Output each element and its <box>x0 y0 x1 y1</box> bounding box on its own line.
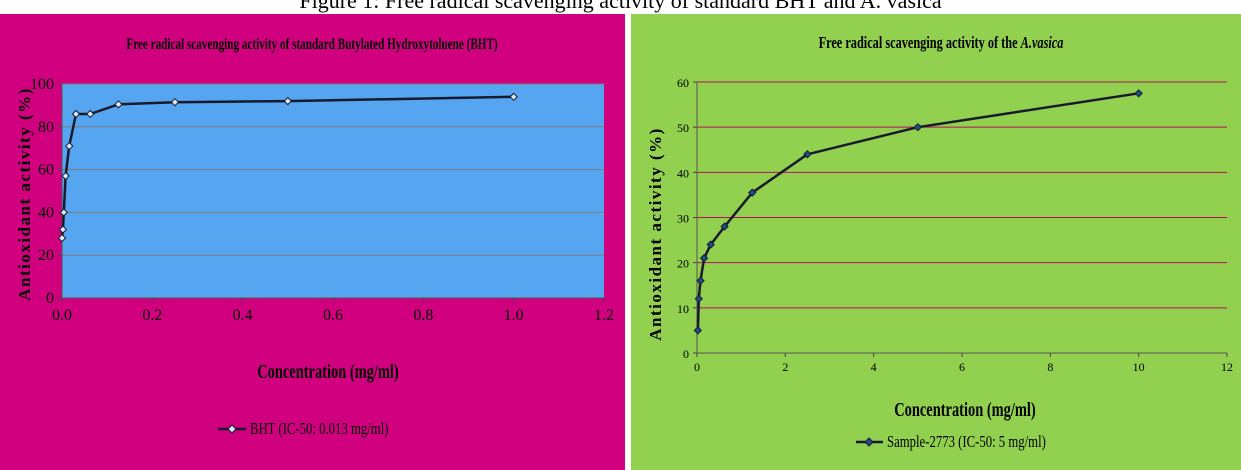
y-tick-label: 40 <box>38 204 54 221</box>
chart-title: Free radical scavenging activity of stan… <box>126 36 498 53</box>
x-tick-label: 0.8 <box>413 307 433 324</box>
legend-label: BHT (IC-50: 0.013 mg/ml) <box>250 419 389 438</box>
x-axis-label: Concentration (mg/ml) <box>257 360 399 383</box>
data-point-marker <box>170 97 180 107</box>
x-tick-label: 4 <box>871 360 877 374</box>
x-tick-label: 0.4 <box>233 307 253 324</box>
data-point-marker <box>696 276 705 285</box>
y-tick-label: 60 <box>38 162 54 179</box>
y-tick-label: 100 <box>30 76 54 93</box>
y-tick-label: 60 <box>677 76 689 90</box>
x-tick-label: 0 <box>694 360 700 374</box>
legend-marker-swatch <box>227 424 237 434</box>
x-axis-label: Concentration (mg/ml) <box>894 398 1036 421</box>
figure-caption-text: Figure 1: Free radical scavenging activi… <box>299 0 942 13</box>
chart-title-species: A.vasica <box>1020 34 1064 52</box>
data-point-marker <box>114 100 123 109</box>
legend: Sample-2773 (IC-50: 5 mg/ml) <box>856 432 1046 452</box>
x-tick-label: 0.0 <box>52 307 72 324</box>
data-point-marker <box>748 188 757 197</box>
legend: BHT (IC-50: 0.013 mg/ml) <box>218 419 389 439</box>
series-line <box>696 92 1139 331</box>
legend-marker-swatch <box>864 437 874 447</box>
chart-title: Free radical scavenging activity of the … <box>819 34 1064 52</box>
data-point-marker <box>59 208 69 217</box>
y-axis-label: Antioxidant activity (%) <box>15 87 34 301</box>
figure-caption: Figure 1: Free radical scavenging activi… <box>0 0 1241 14</box>
y-axis-label: Antioxidant activity (%) <box>646 127 665 341</box>
data-point-marker <box>693 326 703 335</box>
data-point-marker <box>720 222 729 231</box>
data-point-marker <box>65 141 74 151</box>
data-point-marker <box>1134 89 1143 98</box>
x-tick-label: 10 <box>1133 360 1145 374</box>
data-point-marker <box>913 122 923 132</box>
bht-chart: Free radical scavenging activity of stan… <box>15 36 614 439</box>
x-tick-label: 8 <box>1047 360 1053 374</box>
data-point-marker <box>71 109 81 119</box>
avasica-chart: Free radical scavenging activity of the … <box>646 34 1233 452</box>
y-tick-label: 10 <box>677 302 689 316</box>
data-point-marker <box>86 109 95 119</box>
x-tick-label: 1.0 <box>504 307 524 324</box>
data-point-marker <box>283 96 293 106</box>
x-tick-label: 12 <box>1221 360 1233 374</box>
chart-title-main: Free radical scavenging activity of the <box>819 34 1021 52</box>
data-point-marker <box>803 150 812 159</box>
y-tick-label: 20 <box>677 257 689 271</box>
data-point-marker <box>694 294 703 304</box>
legend-label: Sample-2773 (IC-50: 5 mg/ml) <box>887 432 1046 451</box>
y-tick-label: 30 <box>677 212 689 226</box>
y-tick-label: 40 <box>677 166 689 180</box>
x-tick-label: 1.2 <box>594 307 614 324</box>
y-tick-label: 80 <box>38 119 54 136</box>
data-point-marker <box>57 233 67 243</box>
y-tick-label: 0 <box>683 347 689 361</box>
data-point-marker <box>61 171 70 181</box>
y-tick-label: 50 <box>677 121 689 135</box>
x-tick-label: 0.2 <box>142 307 162 324</box>
x-tick-label: 0.6 <box>323 307 343 324</box>
plot-area <box>62 84 604 298</box>
avasica-chart-panel: Free radical scavenging activity of the … <box>631 14 1241 470</box>
x-tick-label: 2 <box>782 360 788 374</box>
y-tick-label: 0 <box>46 290 54 307</box>
x-tick-label: 6 <box>959 360 965 374</box>
data-point-marker <box>706 240 715 249</box>
data-point-marker <box>509 92 518 102</box>
data-point-marker <box>699 253 709 263</box>
bht-chart-panel: Free radical scavenging activity of stan… <box>0 14 625 470</box>
y-tick-label: 20 <box>38 247 54 264</box>
data-point-marker <box>58 225 68 234</box>
